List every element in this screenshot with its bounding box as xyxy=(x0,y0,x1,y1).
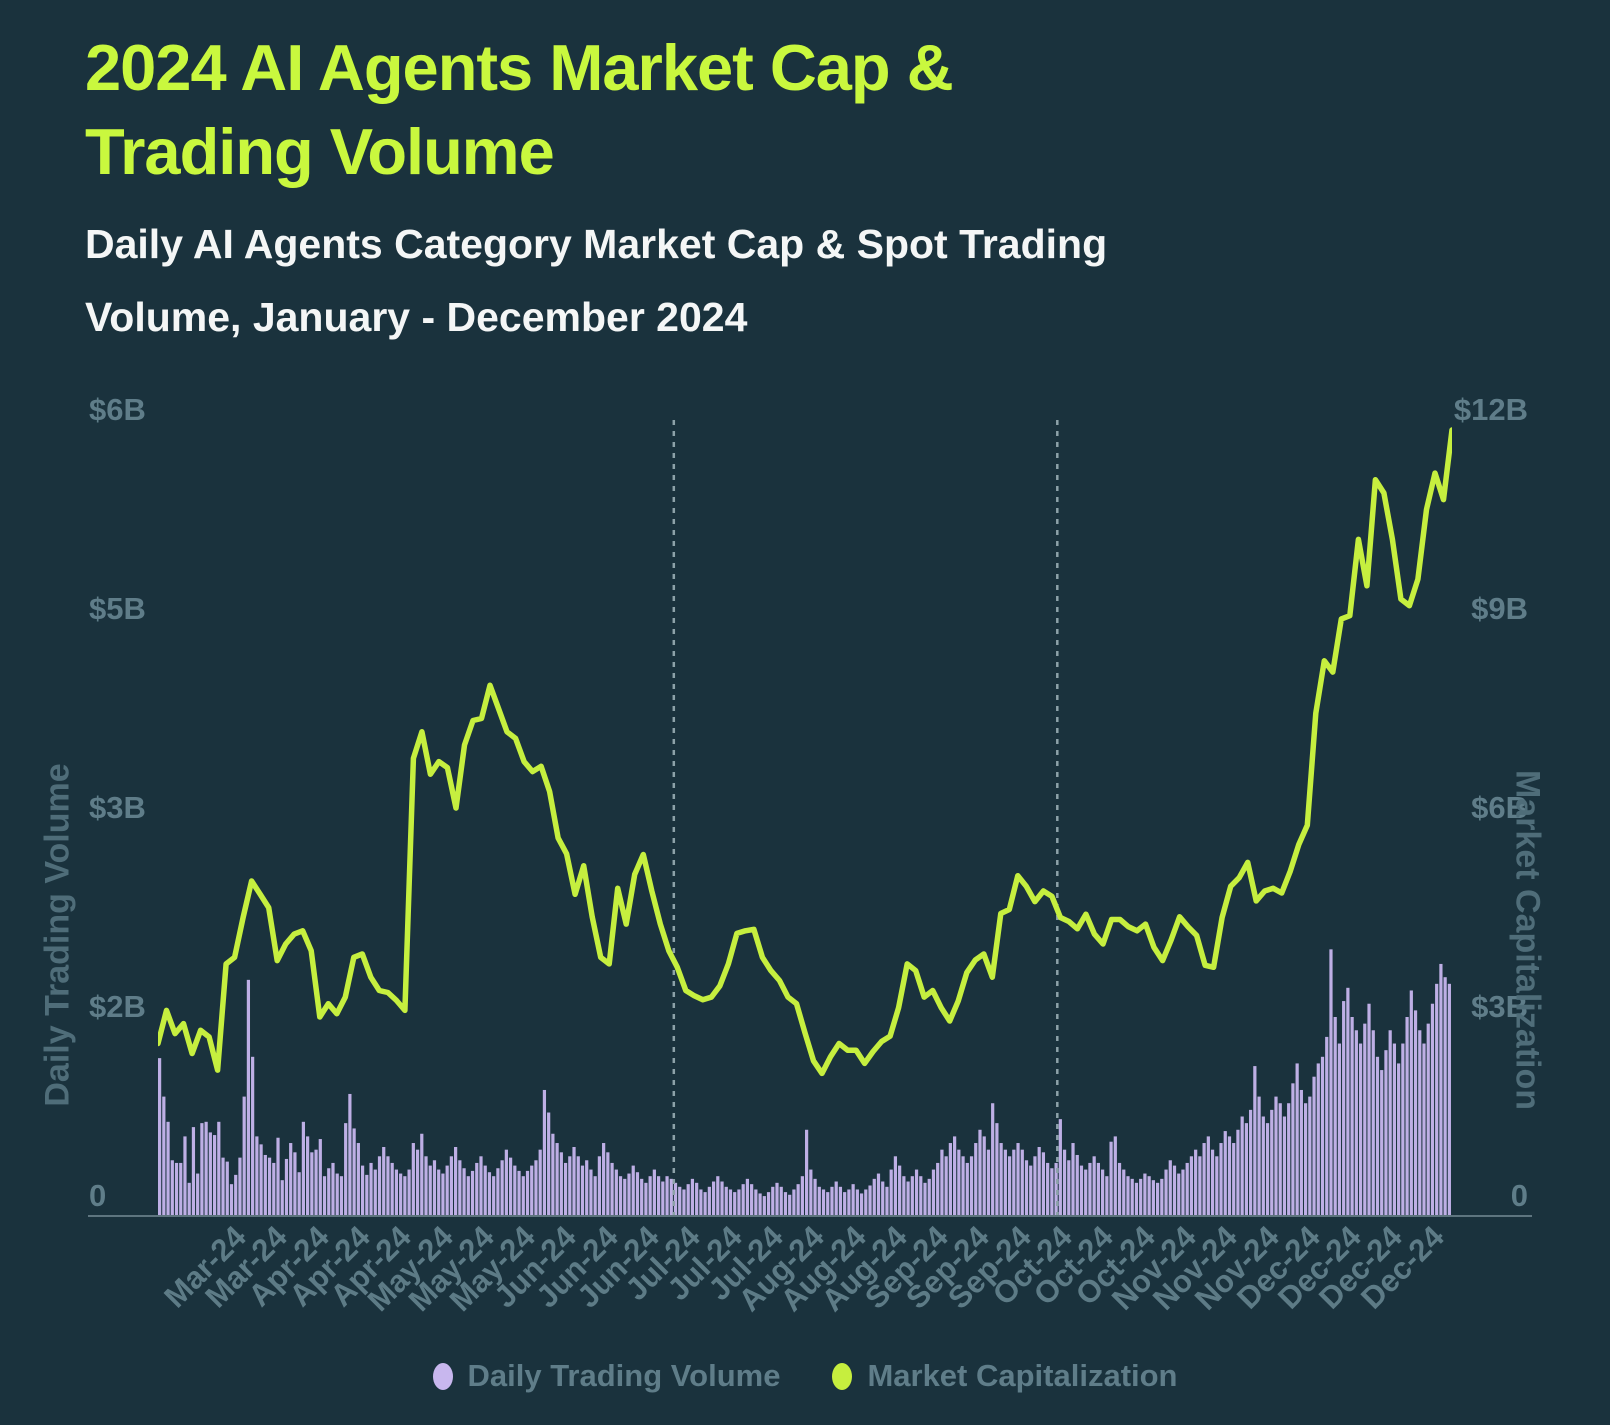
left-axis-tick: $2B xyxy=(89,989,146,1024)
legend: Daily Trading Volume Market Capitalizati… xyxy=(0,1348,1610,1404)
legend-dot-icon xyxy=(832,1362,853,1390)
right-axis-tick: $6B xyxy=(1471,790,1528,825)
chart-subtitle-line1: Daily AI Agents Category Market Cap & Sp… xyxy=(85,221,1108,267)
left-axis-tick: $5B xyxy=(89,591,146,626)
right-axis-title: Market Capitalization xyxy=(1508,769,1547,1111)
legend-label: Daily Trading Volume xyxy=(467,1358,781,1393)
legend-item-marketcap: Market Capitalization xyxy=(832,1358,1178,1394)
right-axis-tick: 0 xyxy=(1510,1178,1528,1213)
legend-label: Market Capitalization xyxy=(867,1358,1178,1393)
legend-dot-icon xyxy=(432,1362,453,1390)
legend-item-volume: Daily Trading Volume xyxy=(432,1358,781,1394)
right-axis-tick: $12B xyxy=(1453,392,1528,427)
left-axis-tick: $3B xyxy=(89,790,146,825)
chart-title-line1: 2024 AI Agents Market Cap & xyxy=(85,31,954,104)
chart-title-line2: Trading Volume xyxy=(85,115,555,188)
chart-subtitle: Daily AI Agents Category Market Cap & Sp… xyxy=(85,208,1505,354)
plot-svg xyxy=(158,420,1452,1216)
left-axis-title: Daily Trading Volume xyxy=(38,763,77,1107)
chart-subtitle-line2: Volume, January - December 2024 xyxy=(85,294,748,340)
chart-title: 2024 AI Agents Market Cap & Trading Volu… xyxy=(85,26,1485,194)
right-axis-tick: $3B xyxy=(1471,989,1528,1024)
x-axis-baseline xyxy=(88,1215,1532,1217)
right-axis-tick: $9B xyxy=(1471,591,1528,626)
left-axis-tick: 0 xyxy=(89,1178,107,1213)
left-axis-tick: $6B xyxy=(89,392,146,427)
